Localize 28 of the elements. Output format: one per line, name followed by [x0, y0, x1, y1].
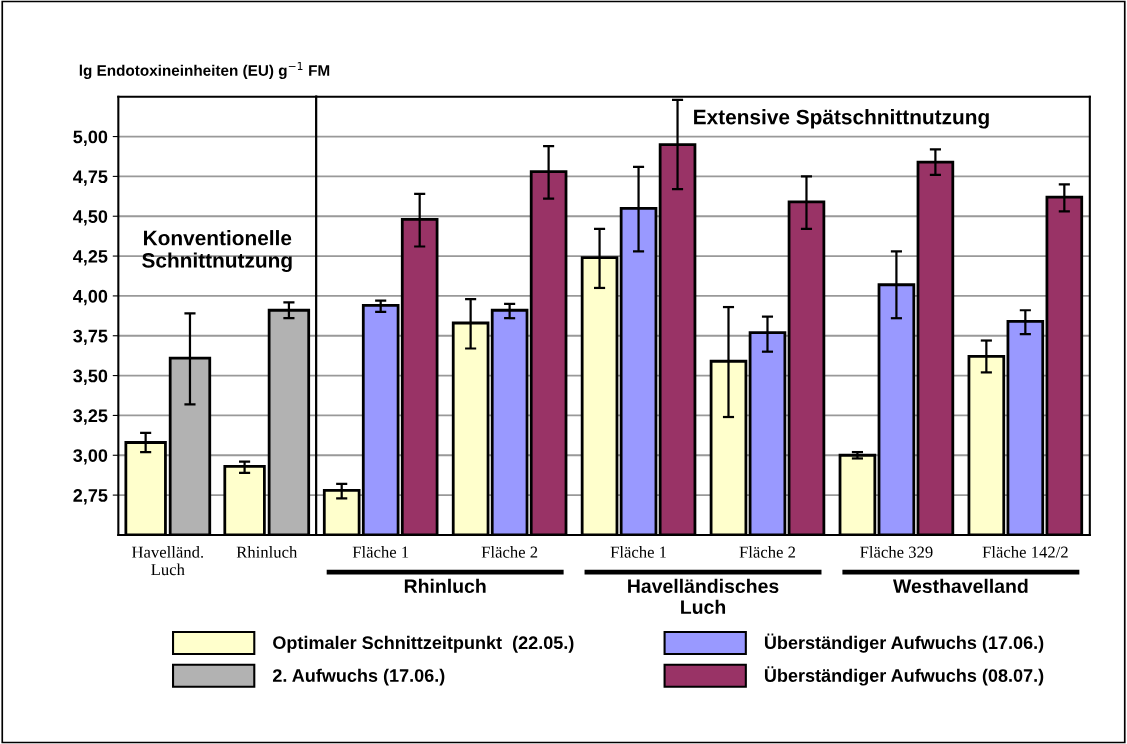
- legend-label: Überständiger Aufwuchs (08.07.): [764, 666, 1044, 686]
- annotation: Extensive Spätschnittnutzung: [694, 109, 989, 129]
- text: Westhavelland: [893, 578, 1028, 594]
- y-tick-label: 3,50: [73, 369, 108, 385]
- y-tick-label: 3,75: [73, 329, 108, 346]
- y-tick-label: 3,00: [73, 449, 108, 465]
- legend-label: Überständiger Aufwuchs (17.06.): [764, 633, 1044, 653]
- y-tick-label: 4,75: [73, 170, 108, 186]
- y-tick-label: 3,25: [73, 409, 108, 425]
- annotation: Konventionelle Schnittnutzung: [142, 230, 292, 273]
- y-axis-title: lg Endotoxineinheiten (EU) g$^{−1}$ FM: [79, 62, 330, 79]
- x-tick-label: Fläche 1: [352, 546, 409, 558]
- x-tick-label: Rhinluch: [236, 546, 298, 558]
- x-tick-label: Fläche 2: [739, 546, 796, 558]
- text: Havelländisches Luch: [628, 578, 779, 614]
- x-tick-label: Fläche 329: [860, 546, 933, 558]
- y-tick-label: 5,00: [73, 130, 108, 146]
- y-tick-label: 4,00: [73, 289, 108, 306]
- y-tick-label: 2,75: [73, 489, 108, 505]
- x-tick-label: Fläche 2: [481, 546, 538, 558]
- legend-label: 2. Aufwuchs (17.06.): [272, 668, 445, 686]
- text: Rhinluch: [404, 578, 486, 594]
- x-tick-label: Havelländ. Luch: [131, 546, 204, 576]
- x-tick-label: Fläche 1: [610, 546, 667, 558]
- y-tick-label: 4,25: [73, 250, 108, 266]
- y-tick-label: 4,50: [73, 210, 108, 226]
- x-tick-label: Fläche 142/2: [982, 546, 1068, 558]
- legend-label: Optimaler Schnittzeitpunkt (22.05.): [273, 635, 574, 653]
